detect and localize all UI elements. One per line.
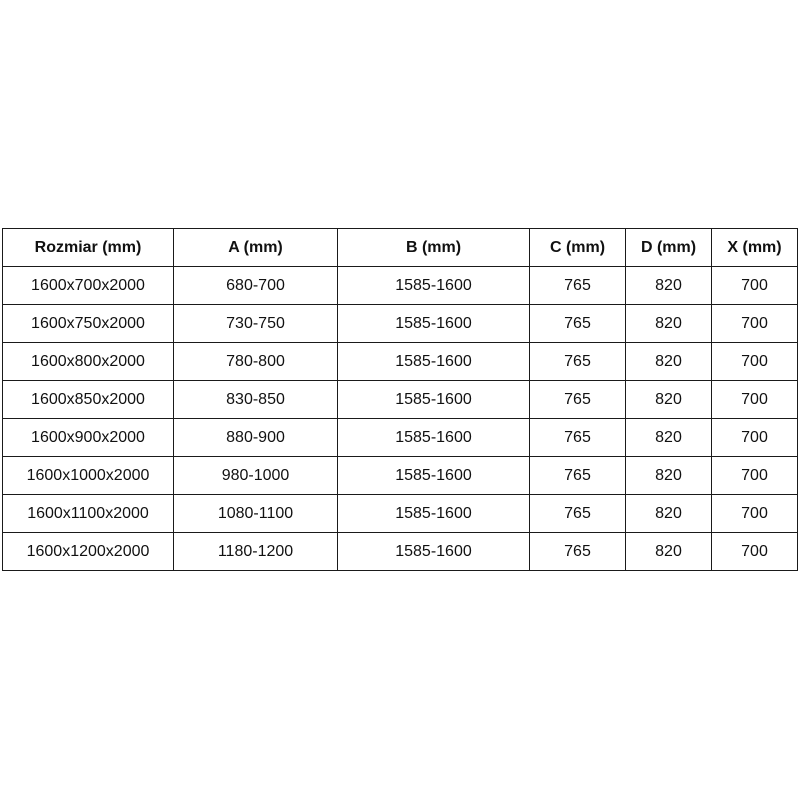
cell-b: 1585-1600 xyxy=(337,532,530,571)
cell-b: 1585-1600 xyxy=(337,418,530,457)
cell-a: 730-750 xyxy=(173,304,338,343)
cell-d: 820 xyxy=(625,532,712,571)
cell-size: 1600x1000x2000 xyxy=(2,456,174,495)
cell-c: 765 xyxy=(529,304,626,343)
cell-x: 700 xyxy=(711,532,798,571)
cell-d: 820 xyxy=(625,266,712,305)
cell-b: 1585-1600 xyxy=(337,342,530,381)
table-row: 1600x1100x2000 1080-1100 1585-1600 765 820 70… xyxy=(2,494,798,533)
cell-d: 820 xyxy=(625,304,712,343)
cell-c: 765 xyxy=(529,266,626,305)
cell-c: 765 xyxy=(529,532,626,571)
header-d: D (mm) xyxy=(625,228,712,267)
cell-a: 880-900 xyxy=(173,418,338,457)
table-row: 1600x1200x2000 1180-1200 1585-1600 765 820 70… xyxy=(2,532,798,571)
cell-x: 700 xyxy=(711,456,798,495)
cell-a: 830-850 xyxy=(173,380,338,419)
cell-a: 680-700 xyxy=(173,266,338,305)
cell-b: 1585-1600 xyxy=(337,456,530,495)
header-x: X (mm) xyxy=(711,228,798,267)
table-row: 1600x850x2000 830-850 1585-1600 765 820 700 xyxy=(2,380,798,419)
cell-d: 820 xyxy=(625,494,712,533)
cell-size: 1600x750x2000 xyxy=(2,304,174,343)
cell-x: 700 xyxy=(711,494,798,533)
cell-x: 700 xyxy=(711,266,798,305)
cell-c: 765 xyxy=(529,380,626,419)
cell-a: 780-800 xyxy=(173,342,338,381)
cell-b: 1585-1600 xyxy=(337,304,530,343)
cell-b: 1585-1600 xyxy=(337,380,530,419)
table-row: 1600x700x2000 680-700 1585-1600 765 820 700 xyxy=(2,266,798,305)
cell-size: 1600x800x2000 xyxy=(2,342,174,381)
table-row: 1600x750x2000 730-750 1585-1600 765 820 700 xyxy=(2,304,798,343)
cell-d: 820 xyxy=(625,456,712,495)
header-row: Rozmiar (mm) A (mm) B (mm) C (mm) D (mm)… xyxy=(2,228,798,267)
header-b: B (mm) xyxy=(337,228,530,267)
cell-x: 700 xyxy=(711,380,798,419)
cell-size: 1600x900x2000 xyxy=(2,418,174,457)
cell-b: 1585-1600 xyxy=(337,266,530,305)
cell-x: 700 xyxy=(711,342,798,381)
cell-c: 765 xyxy=(529,494,626,533)
table-row: 1600x800x2000 780-800 1585-1600 765 820 700 xyxy=(2,342,798,381)
cell-a: 1080-1100 xyxy=(173,494,338,533)
cell-d: 820 xyxy=(625,418,712,457)
cell-x: 700 xyxy=(711,304,798,343)
cell-size: 1600x850x2000 xyxy=(2,380,174,419)
cell-d: 820 xyxy=(625,342,712,381)
cell-a: 1180-1200 xyxy=(173,532,338,571)
cell-d: 820 xyxy=(625,380,712,419)
cell-c: 765 xyxy=(529,456,626,495)
header-c: C (mm) xyxy=(529,228,626,267)
header-size: Rozmiar (mm) xyxy=(2,228,174,267)
cell-b: 1585-1600 xyxy=(337,494,530,533)
cell-c: 765 xyxy=(529,418,626,457)
cell-size: 1600x1100x2000 xyxy=(2,494,174,533)
cell-a: 980-1000 xyxy=(173,456,338,495)
header-a: A (mm) xyxy=(173,228,338,267)
table-row: 1600x900x2000 880-900 1585-1600 765 820 700 xyxy=(2,418,798,457)
cell-c: 765 xyxy=(529,342,626,381)
dimensions-table: Rozmiar (mm) A (mm) B (mm) C (mm) D (mm)… xyxy=(2,228,798,571)
cell-size: 1600x1200x2000 xyxy=(2,532,174,571)
table-row: 1600x1000x2000 980-1000 1585-1600 765 820 700 xyxy=(2,456,798,495)
cell-size: 1600x700x2000 xyxy=(2,266,174,305)
cell-x: 700 xyxy=(711,418,798,457)
